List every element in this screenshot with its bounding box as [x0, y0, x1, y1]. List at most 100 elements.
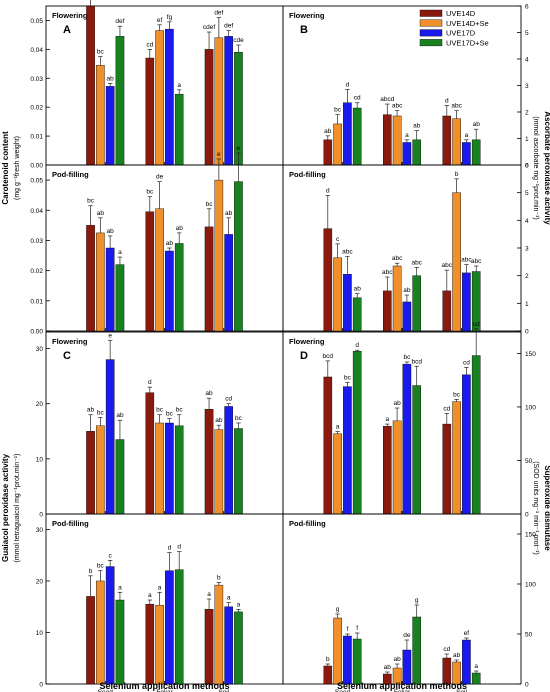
significance-letter: g [415, 597, 419, 604]
bar [204, 609, 214, 685]
x-axis-title-left: Selenium application methods [99, 681, 229, 691]
significance-letter: b [89, 568, 93, 575]
significance-letter: a [177, 82, 181, 89]
significance-letter: a [385, 416, 389, 423]
bar [174, 93, 184, 166]
panel-letter: A [63, 24, 71, 36]
bar [155, 30, 164, 166]
y-tick-label: 6 [525, 4, 529, 11]
significance-letter: e [108, 332, 112, 339]
bar [165, 250, 174, 332]
sod-unit: (SOD units mg⁻¹ min⁻¹ prot⁻¹) [532, 461, 539, 555]
significance-letter: a [118, 584, 122, 591]
y-tick-label: 4 [525, 218, 529, 225]
significance-letter: d [355, 342, 359, 349]
significance-letter: def [224, 23, 233, 30]
significance-letter: abc [382, 269, 393, 276]
bar [165, 422, 174, 515]
panel-frame [282, 513, 522, 685]
significance-letter: ab [176, 225, 184, 232]
bar [462, 142, 471, 166]
significance-letter: abc [461, 257, 472, 264]
significance-letter: bc [176, 407, 184, 414]
y-tick-label: 150 [525, 532, 536, 539]
bar [214, 37, 224, 166]
panel-frame [282, 5, 522, 166]
significance-letter: bc [235, 415, 243, 422]
significance-letter: bc [97, 563, 105, 570]
significance-letter: bc [97, 49, 105, 56]
significance-letter: bc [206, 201, 214, 208]
y-tick-label: 100 [525, 404, 536, 411]
bar [145, 392, 155, 515]
significance-letter: ab [453, 652, 461, 659]
y-tick-label: 0 [525, 329, 529, 336]
bar [442, 115, 452, 166]
significance-letter: e [217, 151, 221, 158]
bar [343, 635, 352, 685]
y-tick-label: 0 [525, 163, 529, 170]
significance-letter: abc [392, 255, 403, 262]
y-tick-label: 10 [36, 456, 44, 463]
significance-letter: bcd [411, 358, 422, 365]
significance-letter: a [207, 591, 211, 598]
bar [224, 606, 233, 685]
stage-label: Pod-filling [289, 170, 326, 179]
y-tick-label: 0.03 [30, 238, 43, 245]
bar [402, 649, 412, 685]
significance-letter: cd [443, 405, 450, 412]
bar [204, 49, 214, 166]
bar [442, 423, 452, 515]
significance-letter: d [168, 545, 172, 552]
significance-letter: ab [225, 210, 233, 217]
significance-letter: b [217, 575, 221, 582]
significance-letter: cdef [203, 24, 215, 31]
y-tick-label: 0.01 [30, 298, 43, 305]
y-tick-label: 1 [525, 136, 529, 143]
y-tick-label: 50 [525, 458, 533, 465]
bar [105, 247, 115, 332]
significance-letter: cde [233, 37, 244, 44]
bar [412, 275, 422, 332]
significance-letter: cd [473, 321, 480, 328]
significance-letter: b [326, 656, 330, 663]
bar [214, 429, 224, 515]
significance-letter: bc [146, 189, 154, 196]
significance-letter: ab [384, 664, 392, 671]
panel-letter: C [63, 350, 71, 362]
significance-letter: bc [344, 374, 352, 381]
bar [105, 359, 115, 515]
bar [383, 114, 392, 166]
legend-label: UVE14D [446, 9, 476, 18]
y-tick-label: 0.01 [30, 134, 43, 141]
panel-frame [45, 513, 284, 685]
stage-label: Flowering [52, 11, 88, 20]
significance-letter: b [455, 171, 459, 178]
significance-letter: ab [87, 407, 95, 414]
significance-letter: cd [225, 396, 232, 403]
significance-letter: ab [324, 128, 332, 135]
panel-frame [45, 164, 284, 332]
bar [402, 363, 412, 515]
bar [174, 425, 184, 515]
significance-letter: abc [411, 259, 422, 266]
y-tick-label: 10 [36, 630, 44, 637]
y-tick-label: 50 [525, 632, 533, 639]
significance-letter: cd [443, 646, 450, 653]
bar [471, 355, 481, 515]
significance-letter: a [465, 132, 469, 139]
y-tick-label: 4 [525, 57, 529, 64]
significance-letter: ab [215, 417, 223, 424]
bar [442, 290, 452, 332]
bar [96, 232, 105, 332]
panel-frame [282, 331, 522, 515]
significance-letter: abc [392, 103, 403, 110]
significance-letter: a [148, 592, 152, 599]
y-tick-label: 0.05 [30, 18, 43, 25]
significance-letter: d [346, 81, 350, 88]
x-tick-label: Foliar [394, 689, 411, 692]
y-tick-label: 20 [36, 578, 44, 585]
x-tick-label: Foliar [156, 689, 173, 692]
panel-frame [45, 5, 284, 166]
stage-label: Pod-filling [289, 519, 326, 528]
